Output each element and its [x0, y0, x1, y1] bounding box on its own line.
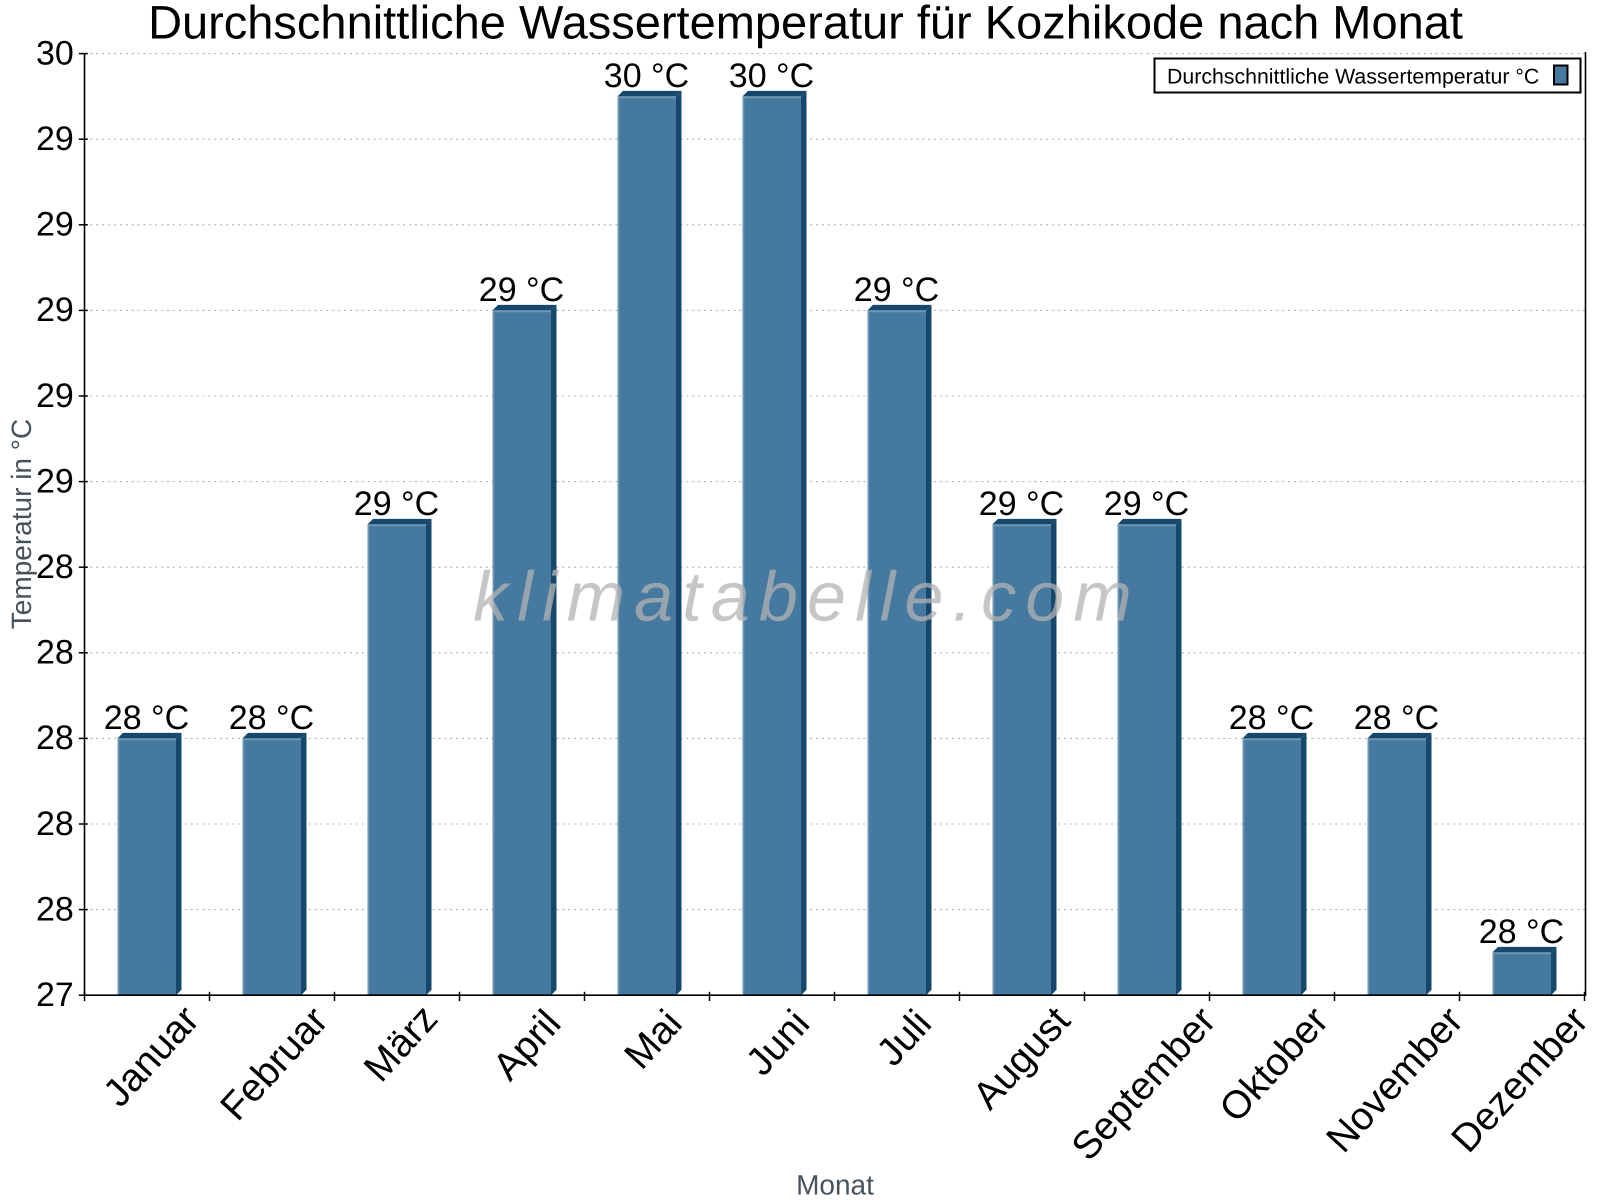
svg-text:28 °C: 28 °C [1229, 699, 1314, 737]
svg-text:30 °C: 30 °C [604, 57, 689, 95]
svg-text:29 °C: 29 °C [979, 485, 1064, 523]
svg-text:28 °C: 28 °C [104, 699, 189, 737]
svg-text:29: 29 [36, 120, 74, 158]
svg-text:Monat: Monat [796, 1170, 874, 1200]
svg-text:28 °C: 28 °C [1479, 913, 1564, 951]
svg-text:28: 28 [36, 548, 74, 586]
svg-text:27: 27 [36, 976, 74, 1014]
svg-text:29 °C: 29 °C [479, 271, 564, 309]
svg-text:29 °C: 29 °C [854, 271, 939, 309]
svg-text:Temperatur in °C: Temperatur in °C [6, 419, 37, 629]
svg-text:28 °C: 28 °C [229, 699, 314, 737]
svg-text:29: 29 [36, 462, 74, 500]
svg-text:29 °C: 29 °C [1104, 485, 1189, 523]
svg-text:28: 28 [36, 719, 74, 757]
svg-text:Durchschnittliche Wassertemper: Durchschnittliche Wassertemperatur °C [1167, 65, 1539, 89]
svg-text:Durchschnittliche Wassertemper: Durchschnittliche Wassertemperatur für K… [148, 0, 1463, 48]
svg-text:28: 28 [36, 890, 74, 928]
svg-text:28: 28 [36, 805, 74, 843]
svg-text:29: 29 [36, 377, 74, 415]
svg-text:29: 29 [36, 291, 74, 329]
svg-text:30 °C: 30 °C [729, 57, 814, 95]
svg-text:klimatabelle.com: klimatabelle.com [473, 558, 1141, 636]
svg-text:28: 28 [36, 634, 74, 672]
svg-text:29 °C: 29 °C [354, 485, 439, 523]
svg-text:30: 30 [36, 34, 74, 72]
svg-text:28 °C: 28 °C [1354, 699, 1439, 737]
svg-text:29: 29 [36, 206, 74, 244]
